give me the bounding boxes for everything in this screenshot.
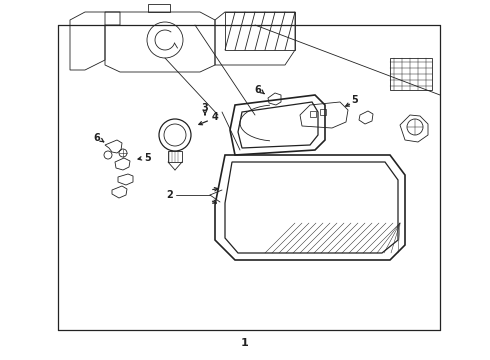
Text: 4: 4 (212, 112, 219, 122)
Text: 3: 3 (201, 103, 208, 113)
Text: 5: 5 (145, 153, 151, 163)
Text: 1: 1 (241, 338, 249, 348)
Bar (390, 58, 432, 90)
Text: 5: 5 (352, 95, 358, 105)
Bar (320, 109, 326, 115)
Text: 2: 2 (167, 190, 173, 200)
Bar (310, 111, 316, 117)
Text: 6: 6 (94, 133, 100, 143)
Bar (148, 4, 170, 12)
Text: 6: 6 (255, 85, 261, 95)
